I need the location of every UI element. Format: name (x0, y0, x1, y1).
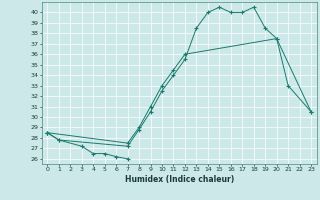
X-axis label: Humidex (Indice chaleur): Humidex (Indice chaleur) (124, 175, 234, 184)
